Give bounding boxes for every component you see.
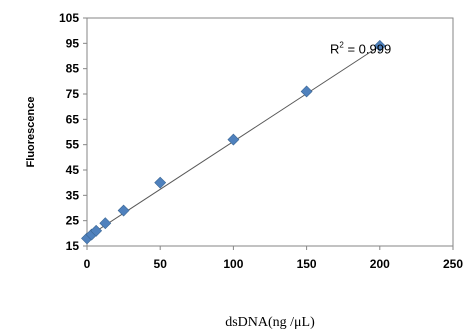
r-squared-prefix: R [330,41,339,56]
data-point [90,224,103,237]
y-tick-label: 35 [66,188,80,202]
y-axis-title: Fluorescence [25,97,37,168]
x-tick-label: 0 [84,257,91,271]
x-tick-label: 100 [223,257,243,271]
x-tick-label: 200 [370,257,390,271]
y-tick-label: 105 [59,11,79,25]
data-points [81,39,386,245]
plot-area [86,17,454,247]
r-squared-annotation: R2 = 0.999 [330,40,391,56]
y-tick-label: 15 [66,239,80,253]
r-squared-value: = 0.999 [344,41,391,56]
x-axis-ticks: 0 50 100 150 200 250 [84,246,463,271]
y-axis-ticks: 15 25 35 45 55 65 75 85 95 105 [59,11,87,253]
x-tick-label: 250 [443,257,463,271]
data-point [154,176,167,189]
y-tick-label: 25 [66,214,80,228]
y-tick-label: 45 [66,163,80,177]
y-tick-label: 55 [66,138,80,152]
y-tick-label: 85 [66,62,80,76]
y-tick-label: 95 [66,36,80,50]
data-point [227,133,240,146]
y-tick-label: 75 [66,87,80,101]
x-axis-title: dsDNA(ng /μL) [225,315,315,330]
r-squared-superscript: 2 [339,40,344,49]
y-tick-label: 65 [66,112,80,126]
data-point [99,217,112,230]
data-point [300,85,313,98]
x-tick-label: 150 [297,257,317,271]
x-tick-label: 50 [154,257,168,271]
data-point [117,204,130,217]
data-point [373,39,386,52]
